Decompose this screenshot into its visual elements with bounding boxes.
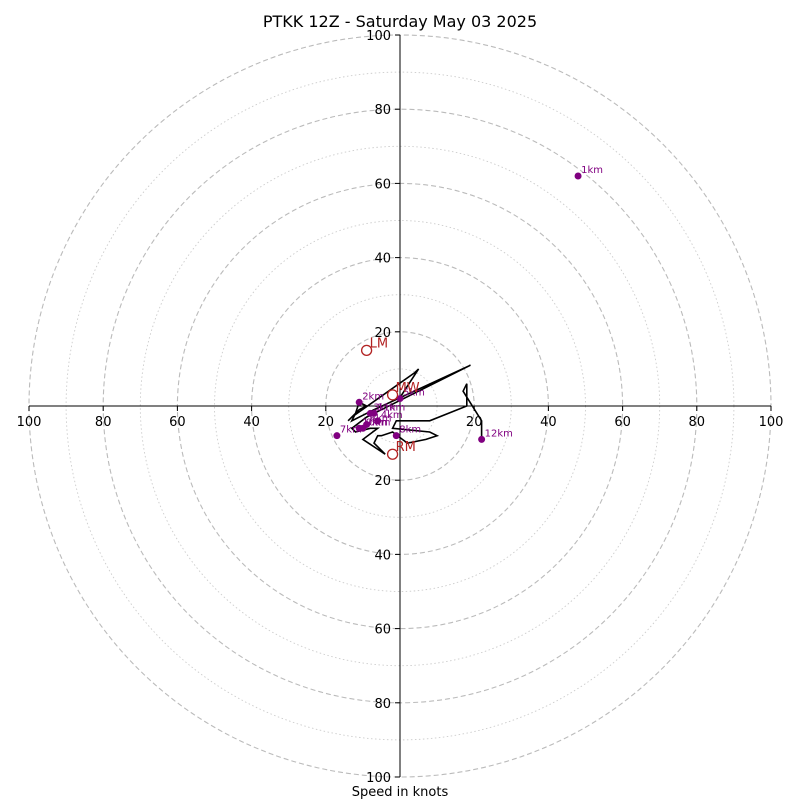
x-tick-label: 40 bbox=[243, 415, 260, 430]
x-tick-label: 40 bbox=[540, 415, 557, 430]
height-point-label: 2km bbox=[362, 391, 384, 402]
x-tick-label: 60 bbox=[614, 415, 631, 430]
y-tick-label: 20 bbox=[374, 326, 391, 341]
storm-motion-marker bbox=[386, 448, 399, 460]
height-point-marker bbox=[355, 398, 363, 406]
y-tick-label: 60 bbox=[374, 623, 391, 638]
height-point-marker bbox=[574, 172, 582, 180]
height-point-label: 12km bbox=[485, 428, 513, 439]
height-point-4km: 4km bbox=[374, 410, 403, 425]
height-point-label: 8km bbox=[399, 425, 421, 436]
y-tick-label: 40 bbox=[374, 252, 391, 267]
x-tick-labels: 100 80 60 40 20 20 40 60 80 100 bbox=[17, 406, 784, 430]
storm-motion-rm: RM bbox=[386, 440, 416, 460]
height-point-label: 6km bbox=[370, 414, 392, 425]
x-tick-label: 80 bbox=[689, 415, 706, 430]
x-tick-label: 20 bbox=[466, 415, 483, 430]
height-point-marker bbox=[333, 432, 341, 440]
height-point-marker bbox=[392, 432, 400, 440]
height-point-label: 10km bbox=[362, 417, 390, 428]
x-tick-label: 60 bbox=[169, 415, 186, 430]
storm-motion-label: RM bbox=[396, 440, 416, 455]
y-tick-label: 80 bbox=[374, 697, 391, 712]
height-point-8km: 8km bbox=[392, 425, 421, 440]
x-tick-label: 100 bbox=[17, 415, 42, 430]
y-tick-label: 60 bbox=[374, 177, 391, 192]
storm-motion-lm: LM bbox=[360, 336, 388, 357]
y-tick-label: 100 bbox=[366, 29, 391, 44]
height-point-marker bbox=[478, 435, 486, 443]
storm-motion-markers: LM MW RM bbox=[360, 336, 420, 460]
height-point-marker bbox=[370, 409, 378, 417]
y-tick-labels: 100 80 60 40 20 20 40 60 80 100 bbox=[366, 29, 400, 786]
height-point-label: 3km bbox=[373, 402, 395, 413]
height-point-label: 4km bbox=[381, 410, 403, 421]
x-axis-label: Speed in knots bbox=[352, 785, 449, 800]
height-point-label: 5km bbox=[403, 388, 425, 399]
y-tick-label: 40 bbox=[374, 548, 391, 563]
height-point-label: 1km bbox=[581, 165, 603, 176]
height-point-marker bbox=[396, 395, 404, 403]
height-point-5km: 5km bbox=[396, 388, 425, 403]
y-tick-label: 100 bbox=[366, 771, 391, 786]
height-point-label: 9km bbox=[366, 417, 388, 428]
storm-motion-label: LM bbox=[370, 336, 388, 351]
height-point-12km: 12km bbox=[478, 428, 513, 443]
storm-motion-marker bbox=[360, 344, 373, 357]
height-point-7km: 7km bbox=[333, 425, 362, 440]
x-tick-label: 80 bbox=[95, 415, 112, 430]
height-point-marker bbox=[355, 424, 363, 432]
storm-motion-marker bbox=[386, 389, 399, 401]
height-point-label: 11km bbox=[377, 402, 405, 413]
storm-motion-label: MW bbox=[396, 381, 420, 396]
chart-title: PTKK 12Z - Saturday May 03 2025 bbox=[263, 12, 537, 31]
height-point-label: 7km bbox=[340, 425, 362, 436]
height-point-11km: 11km bbox=[370, 402, 405, 417]
axes bbox=[29, 35, 771, 777]
storm-motion-mw: MW bbox=[386, 381, 420, 401]
height-point-1km: 1km bbox=[574, 165, 603, 180]
height-point-2km: 2km bbox=[355, 391, 384, 406]
height-point-marker bbox=[374, 417, 382, 425]
x-tick-label: 20 bbox=[318, 415, 335, 430]
height-point-10km: 10km bbox=[355, 417, 390, 432]
hodograph-trace bbox=[347, 364, 483, 455]
x-tick-label: 100 bbox=[759, 415, 784, 430]
y-tick-label: 80 bbox=[374, 103, 391, 118]
y-tick-label: 20 bbox=[374, 474, 391, 489]
